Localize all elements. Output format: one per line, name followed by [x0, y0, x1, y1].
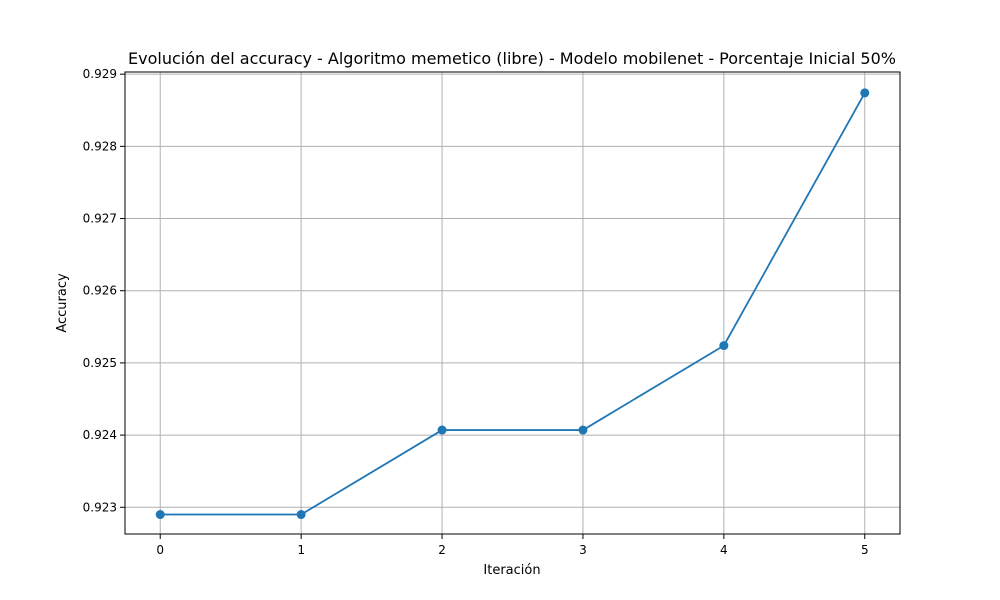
y-tick-label: 0.925	[83, 356, 117, 370]
x-tick-label: 3	[579, 543, 587, 557]
x-tick-label: 4	[720, 543, 728, 557]
axis-ticks: 0 1 2 3 4 5 0.923 0.924 0.925 0.926 0.927 0.928 0.92…	[83, 67, 869, 557]
y-tick-label: 0.928	[83, 139, 117, 153]
series-layer	[155, 88, 870, 520]
data-point	[719, 341, 729, 351]
series-line	[160, 92, 866, 516]
x-tick-label: 0	[156, 543, 164, 557]
y-tick-label: 0.926	[83, 284, 117, 298]
x-tick-label: 1	[297, 543, 305, 557]
y-tick-label: 0.927	[83, 212, 117, 226]
x-axis-label: Iteración	[483, 563, 540, 578]
data-point	[296, 510, 306, 520]
y-tick-label: 0.929	[83, 67, 117, 81]
y-tick-label: 0.923	[83, 500, 117, 514]
grid-lines	[125, 72, 900, 534]
data-point	[578, 425, 588, 435]
data-point	[860, 88, 870, 98]
data-point	[437, 425, 447, 435]
x-tick-label: 5	[861, 543, 869, 557]
x-tick-label: 2	[438, 543, 446, 557]
chart-title: Evolución del accuracy - Algoritmo memet…	[128, 49, 896, 68]
plot-frame	[124, 71, 901, 535]
y-tick-label: 0.924	[83, 428, 117, 442]
y-axis-label: Accuracy	[55, 273, 70, 333]
data-point	[155, 510, 165, 520]
